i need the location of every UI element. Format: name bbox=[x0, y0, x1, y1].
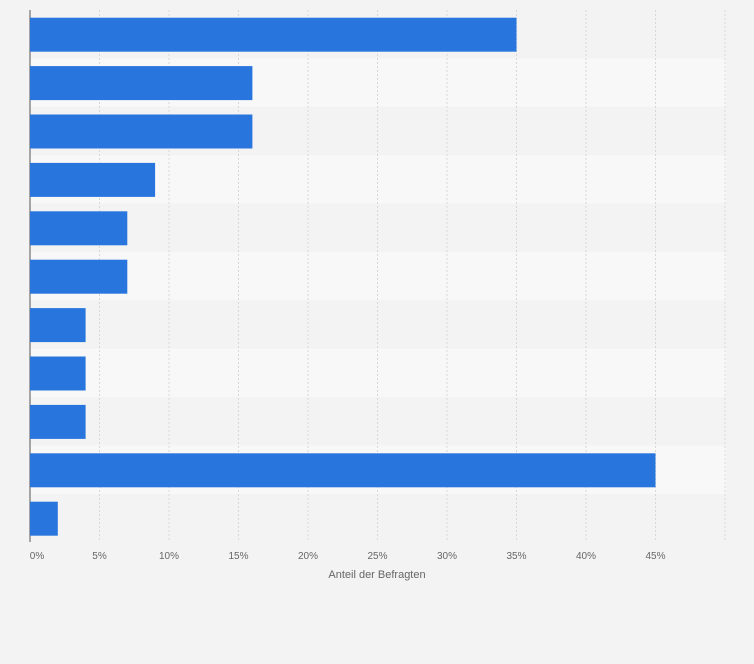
x-tick-label: 45% bbox=[645, 551, 665, 562]
bar[interactable] bbox=[30, 404, 86, 439]
bar[interactable] bbox=[30, 308, 86, 343]
row-band bbox=[30, 348, 726, 398]
x-tick-label: 30% bbox=[437, 551, 457, 562]
row-band bbox=[30, 300, 726, 349]
bar[interactable] bbox=[30, 211, 128, 246]
bars bbox=[30, 17, 656, 536]
bar[interactable] bbox=[30, 259, 128, 294]
row-band bbox=[30, 252, 726, 301]
bar[interactable] bbox=[30, 453, 656, 488]
x-tick-label: 15% bbox=[228, 551, 248, 562]
x-tick-labels: 0% 5% 10% 15% 20% 25% 30% 35% 40% 45% bbox=[30, 551, 666, 562]
bar[interactable] bbox=[30, 501, 58, 536]
x-tick-label: 35% bbox=[506, 551, 526, 562]
bar[interactable] bbox=[30, 356, 86, 391]
x-tick-label: 10% bbox=[159, 551, 179, 562]
bar[interactable] bbox=[30, 162, 156, 197]
x-tick-label: 20% bbox=[298, 551, 318, 562]
bar[interactable] bbox=[30, 114, 253, 149]
x-tick-label: 40% bbox=[576, 551, 596, 562]
row-band bbox=[30, 397, 726, 446]
x-tick-label: 25% bbox=[367, 551, 387, 562]
x-tick-label: 5% bbox=[92, 551, 107, 562]
bar[interactable] bbox=[30, 17, 517, 52]
x-tick-label: 0% bbox=[30, 551, 45, 562]
bar[interactable] bbox=[30, 66, 253, 101]
x-axis-label: Anteil der Befragten bbox=[328, 569, 425, 581]
